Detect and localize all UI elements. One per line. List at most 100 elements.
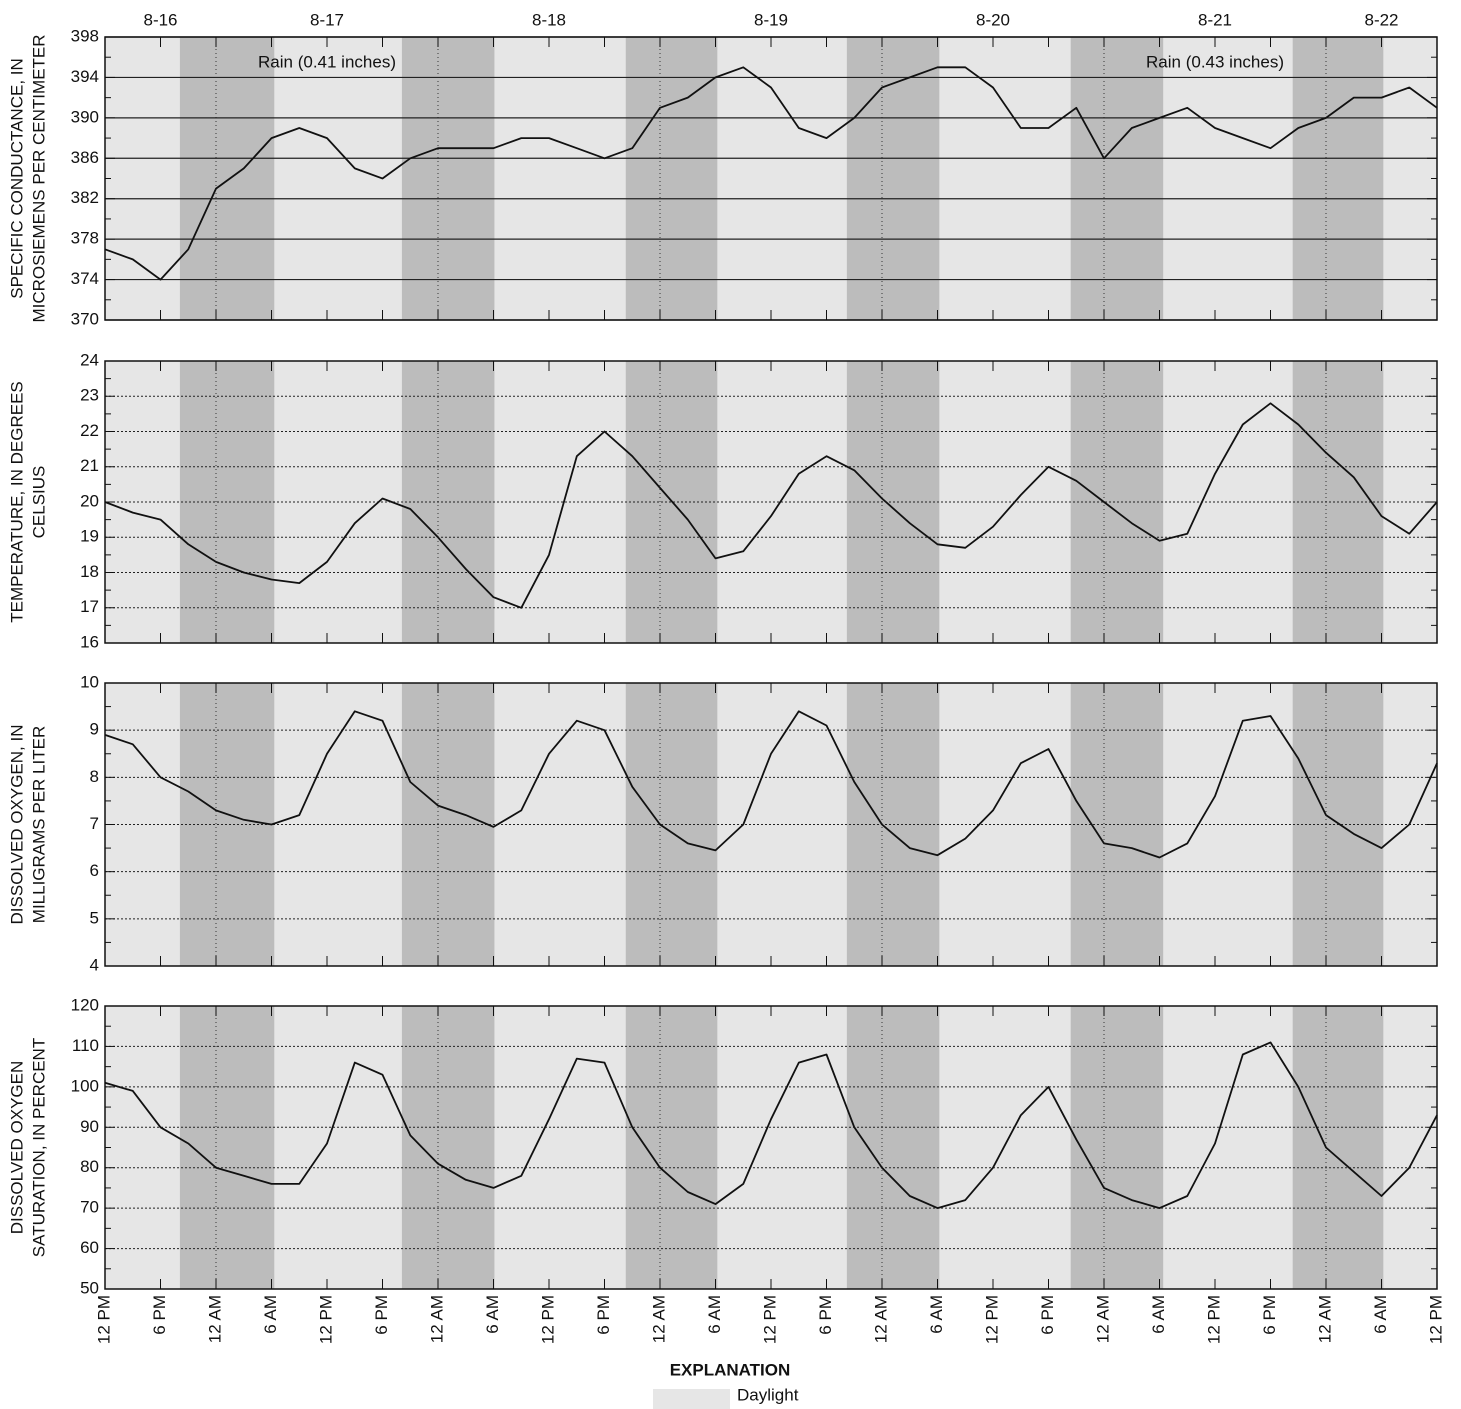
y-tick-label: 70 xyxy=(80,1198,99,1217)
y-tick-label: 23 xyxy=(80,386,99,405)
y-tick-label: 9 xyxy=(90,720,99,739)
y-axis-title: SPECIFIC CONDUCTANCE, IN xyxy=(7,58,26,299)
y-tick-label: 60 xyxy=(80,1238,99,1257)
y-tick-label: 398 xyxy=(71,26,99,45)
data-line xyxy=(104,1041,1438,1209)
y-tick-label: 5 xyxy=(90,908,99,927)
x-tick-label: 12 AM xyxy=(649,1295,668,1343)
date-label: 8-21 xyxy=(1198,10,1232,29)
y-tick-label: 100 xyxy=(71,1076,99,1095)
y-tick-label: 370 xyxy=(71,309,99,328)
night-band xyxy=(179,37,275,320)
date-label: 8-16 xyxy=(143,10,177,29)
night-band xyxy=(1292,1006,1384,1289)
y-tick-label: 17 xyxy=(80,597,99,616)
legend-title: EXPLANATION xyxy=(670,1360,791,1379)
x-tick-label: 12 AM xyxy=(1315,1295,1334,1343)
y-tick-label: 19 xyxy=(80,527,99,546)
y-tick-label: 394 xyxy=(71,67,99,86)
x-tick-label: 12 PM xyxy=(760,1295,779,1344)
x-tick-label: 12 PM xyxy=(316,1295,335,1344)
x-tick-label: 12 AM xyxy=(427,1295,446,1343)
x-tick-label: 6 PM xyxy=(1260,1295,1279,1335)
y-axis-title: DISSOLVED OXYGEN, IN xyxy=(7,725,26,925)
x-tick-label: 12 AM xyxy=(205,1295,224,1343)
night-band xyxy=(846,1006,940,1289)
y-axis-title: DISSOLVED OXYGEN xyxy=(7,1061,26,1235)
plot-frame xyxy=(104,360,1438,644)
x-tick-label: 6 AM xyxy=(1149,1295,1168,1334)
annotation: Rain (0.43 inches) xyxy=(1146,52,1284,71)
night-band xyxy=(179,1006,275,1289)
y-tick-label: 8 xyxy=(90,767,99,786)
x-tick-label: 12 PM xyxy=(1426,1295,1445,1344)
x-tick-label: 12 AM xyxy=(1093,1295,1112,1343)
y-tick-label: 390 xyxy=(71,107,99,126)
y-tick-label: 22 xyxy=(80,421,99,440)
date-label: 8-19 xyxy=(754,10,788,29)
y-tick-label: 20 xyxy=(80,491,99,510)
daylight-background xyxy=(105,1006,1437,1289)
plot-frame xyxy=(104,36,1438,321)
x-tick-label: 6 AM xyxy=(705,1295,724,1334)
y-axis-title: MICROSIEMENS PER CENTIMETER xyxy=(29,34,48,322)
y-tick-label: 21 xyxy=(80,456,99,475)
annotation: Rain (0.41 inches) xyxy=(258,52,396,71)
y-axis-title: TEMPERATURE, IN DEGREES xyxy=(7,381,26,623)
night-band xyxy=(625,683,718,966)
y-axis-title: MILLIGRAMS PER LITER xyxy=(29,726,48,923)
legend-swatch xyxy=(653,1389,730,1409)
y-axis-title: CELSIUS xyxy=(29,466,48,539)
y-tick-label: 80 xyxy=(80,1157,99,1176)
night-band xyxy=(1292,37,1384,320)
y-tick-label: 6 xyxy=(90,861,99,880)
date-label: 8-18 xyxy=(532,10,566,29)
night-band xyxy=(625,1006,718,1289)
night-band xyxy=(401,683,495,966)
daylight-background xyxy=(105,37,1437,320)
data-line xyxy=(104,66,1438,281)
y-tick-label: 50 xyxy=(80,1278,99,1297)
x-tick-label: 6 AM xyxy=(927,1295,946,1334)
x-tick-label: 6 PM xyxy=(150,1295,169,1335)
y-tick-label: 382 xyxy=(71,188,99,207)
y-tick-label: 18 xyxy=(80,562,99,581)
y-tick-label: 24 xyxy=(80,350,99,369)
legend-label: Daylight xyxy=(737,1385,799,1404)
plot-frame xyxy=(104,682,1438,967)
y-tick-label: 90 xyxy=(80,1117,99,1136)
x-tick-label: 12 PM xyxy=(94,1295,113,1344)
x-tick-label: 6 AM xyxy=(261,1295,280,1334)
y-tick-label: 7 xyxy=(90,814,99,833)
x-tick-label: 6 AM xyxy=(1371,1295,1390,1334)
data-line xyxy=(104,402,1438,609)
y-axis-title: SATURATION, IN PERCENT xyxy=(29,1038,48,1257)
x-tick-label: 12 AM xyxy=(871,1295,890,1343)
x-tick-label: 6 PM xyxy=(1038,1295,1057,1335)
y-tick-label: 374 xyxy=(71,269,99,288)
night-band xyxy=(401,361,495,643)
y-tick-label: 120 xyxy=(71,995,99,1014)
date-label: 8-17 xyxy=(310,10,344,29)
night-band xyxy=(401,1006,495,1289)
x-tick-label: 6 PM xyxy=(594,1295,613,1335)
night-band xyxy=(1070,37,1164,320)
x-tick-label: 6 PM xyxy=(816,1295,835,1335)
date-label: 8-22 xyxy=(1364,10,1398,29)
x-tick-label: 6 AM xyxy=(483,1295,502,1334)
x-tick-label: 6 PM xyxy=(372,1295,391,1335)
date-label: 8-20 xyxy=(976,10,1010,29)
y-tick-label: 10 xyxy=(80,672,99,691)
night-band xyxy=(846,37,940,320)
night-band xyxy=(1070,1006,1164,1289)
y-tick-label: 378 xyxy=(71,229,99,248)
y-tick-label: 386 xyxy=(71,148,99,167)
x-tick-label: 12 PM xyxy=(982,1295,1001,1344)
night-band xyxy=(625,37,718,320)
night-band xyxy=(401,37,495,320)
x-tick-label: 12 PM xyxy=(1204,1295,1223,1344)
x-tick-label: 12 PM xyxy=(538,1295,557,1344)
y-tick-label: 110 xyxy=(72,1036,99,1055)
y-tick-label: 4 xyxy=(90,955,99,974)
